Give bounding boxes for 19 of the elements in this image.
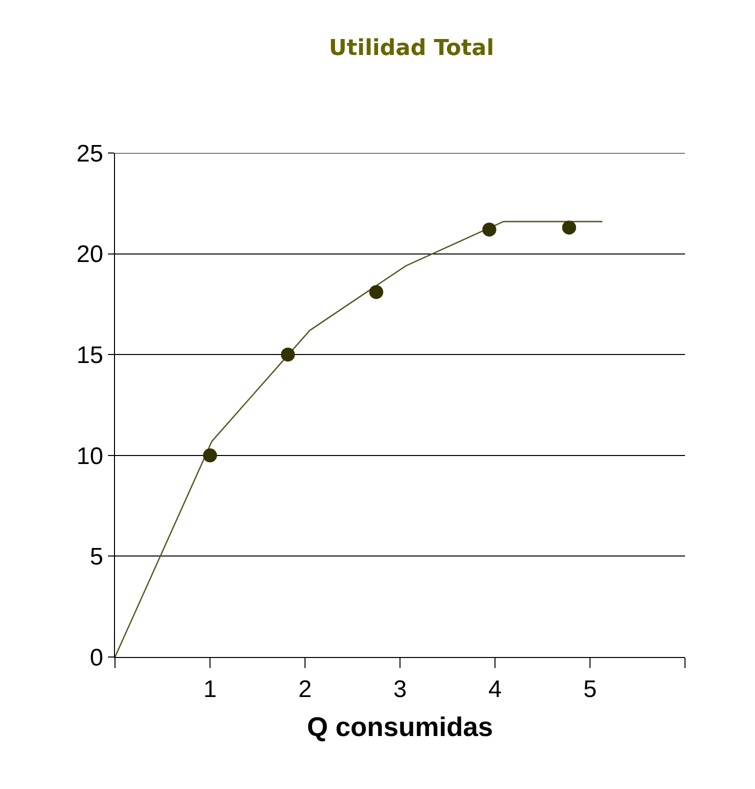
point	[369, 285, 384, 300]
y-tick-label: 0	[90, 644, 104, 672]
y-tick-label: 20	[76, 241, 104, 268]
point	[203, 448, 217, 462]
x-tick-label: 1	[203, 676, 217, 703]
x-tick-label: 3	[393, 676, 407, 703]
point	[562, 220, 576, 235]
x-axis-title: Q consumidas	[306, 712, 494, 742]
chart-title: Utilidad Total	[328, 36, 494, 61]
y-tick-label: 25	[76, 140, 104, 168]
x-tick-label: 4	[488, 676, 502, 703]
line-series	[115, 220, 603, 657]
y-tick-label: 15	[76, 342, 104, 369]
point	[280, 348, 295, 362]
y-tick-label: 5	[90, 544, 104, 571]
x-tick-label: 2	[298, 676, 312, 703]
x-tick-label: 5	[583, 676, 597, 703]
point	[482, 222, 496, 237]
y-tick-label: 10	[76, 442, 104, 470]
